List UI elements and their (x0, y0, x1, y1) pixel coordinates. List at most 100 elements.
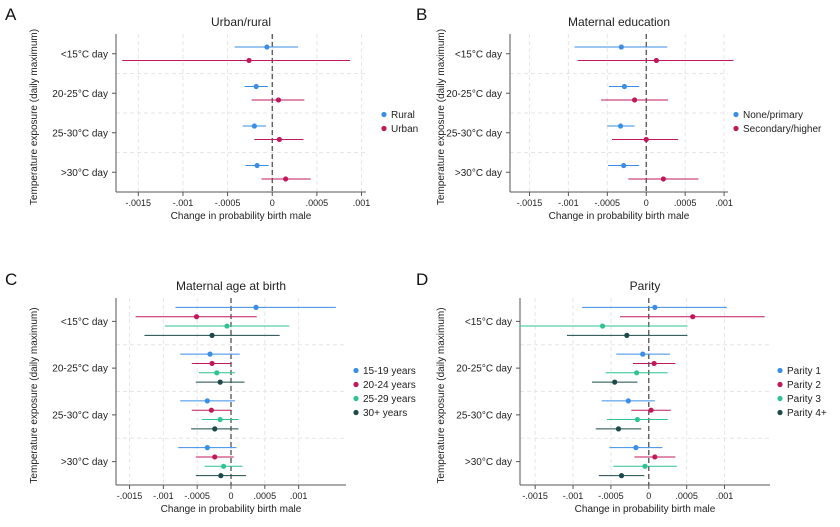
point-estimate (634, 416, 641, 423)
panel-letter: C (5, 270, 17, 289)
legend-label: 15-19 years (363, 366, 416, 377)
legend-label: None/primary (743, 110, 803, 121)
legend-marker (353, 367, 359, 374)
x-tick-label: -.001 (173, 198, 194, 208)
point-estimate (209, 332, 215, 338)
x-tick-label: -.0015 (522, 491, 548, 501)
point-estimate (621, 83, 628, 90)
point-estimate (204, 445, 210, 451)
point-estimate (660, 176, 666, 182)
y-axis-label: Temperature exposure (daily maximum) (29, 307, 40, 483)
point-estimate (612, 379, 618, 385)
panel-title: Maternal education (568, 15, 670, 29)
x-tick-label: -.001 (563, 491, 584, 501)
point-estimate (283, 176, 289, 182)
x-tick-label: .0005 (675, 491, 698, 501)
y-category-label: 25-30°C day (456, 410, 512, 421)
x-tick-label: 0 (228, 491, 233, 501)
panel-letter: A (5, 5, 17, 24)
point-estimate (651, 360, 657, 367)
panel-a: -.0015 -.001 -.0005 0 .0005 .001 <15°C day 20-2… (5, 5, 418, 222)
legend-label: 30+ years (363, 408, 407, 419)
panel-b: -.0015 -.001 -.0005 0 .0005 .001 <15°C day 20-2… (416, 5, 822, 222)
legend-label: 25-29 years (363, 394, 416, 405)
point-estimate (214, 370, 220, 376)
x-axis-label: Change in probability birth male (161, 504, 302, 515)
point-estimate (642, 463, 648, 469)
legend-marker (381, 125, 387, 132)
x-tick-label: -.0005 (595, 198, 621, 208)
y-category-label: 20-25°C day (446, 89, 502, 100)
y-category-label: 20-25°C day (52, 89, 108, 100)
point-estimate (653, 57, 659, 64)
x-tick-label: .0005 (674, 198, 697, 208)
legend-label: Secondary/higher (743, 124, 822, 135)
x-tick-label: 0 (644, 198, 649, 208)
legend-label: Parity 3 (787, 394, 821, 405)
x-tick-label: -.001 (558, 198, 579, 208)
point-estimate (208, 407, 214, 413)
point-estimate (224, 323, 230, 329)
point-estimate (690, 314, 696, 320)
x-tick-label: .001 (353, 198, 371, 208)
y-axis-label: Temperature exposure (daily maximum) (436, 307, 447, 483)
point-estimate (218, 473, 224, 479)
y-category-label: 25-30°C day (52, 128, 108, 139)
point-estimate (615, 426, 622, 432)
point-estimate (275, 97, 282, 103)
y-category-label: >30°C day (465, 457, 512, 468)
point-estimate (599, 323, 606, 329)
legend: Parity 1 Parity 2 Parity 3 Parity 4+ (777, 366, 827, 419)
point-estimate (254, 162, 260, 169)
legend: None/primary Secondary/higher (733, 110, 822, 135)
point-estimate (212, 454, 218, 460)
point-estimate (264, 44, 270, 50)
x-tick-label: -.0015 (117, 491, 143, 501)
y-category-label: <15°C day (61, 317, 108, 328)
y-axis-label: Temperature exposure (daily maximum) (29, 29, 40, 205)
panel-title: Urban/rural (211, 15, 271, 29)
x-tick-label: -.0005 (184, 491, 210, 501)
x-tick-label: .0005 (306, 198, 329, 208)
panel-c: -.0015 -.001 -.0005 0 .0005 .001 <15°C day 20-2… (5, 270, 416, 515)
x-axis-label: Change in probability birth male (171, 211, 312, 222)
legend-label: Urban (391, 124, 418, 135)
legend-marker (353, 409, 359, 416)
legend-marker (353, 381, 359, 388)
panel-d: -.0015 -.001 -.0005 0 .0005 .001 <15°C day 20-2… (416, 270, 827, 515)
x-tick-label: -.0005 (215, 198, 241, 208)
point-estimate (618, 473, 625, 479)
point-estimate (253, 304, 259, 310)
legend-label: Parity 1 (787, 366, 821, 377)
panel-letter: D (416, 270, 428, 289)
legend-label: Parity 4+ (787, 408, 827, 419)
x-tick-label: -.0015 (517, 198, 543, 208)
y-category-label: 20-25°C day (52, 364, 108, 375)
point-estimate (617, 123, 624, 129)
legend-marker (353, 395, 359, 402)
point-estimate (643, 136, 649, 143)
point-estimate (648, 407, 654, 413)
point-estimate (207, 351, 213, 357)
x-tick-label: .001 (290, 491, 308, 501)
point-estimate (640, 351, 646, 357)
point-estimate (220, 463, 227, 469)
legend-label: 20-24 years (363, 380, 416, 391)
point-estimate (193, 314, 200, 320)
y-category-label: 20-25°C day (456, 364, 512, 375)
legend-marker (777, 409, 783, 416)
x-tick-label: 0 (646, 491, 651, 501)
point-estimate (209, 360, 215, 367)
point-estimate (634, 370, 640, 376)
legend-marker (381, 111, 387, 118)
y-category-label: 25-30°C day (52, 410, 108, 421)
point-estimate (212, 426, 218, 432)
panel-title: Parity (630, 279, 661, 293)
point-estimate (217, 416, 223, 423)
y-category-label: >30°C day (455, 168, 502, 179)
x-tick-label: .0005 (254, 491, 277, 501)
y-category-label: 25-30°C day (446, 128, 502, 139)
legend-marker (777, 395, 783, 402)
legend-marker (733, 111, 739, 118)
